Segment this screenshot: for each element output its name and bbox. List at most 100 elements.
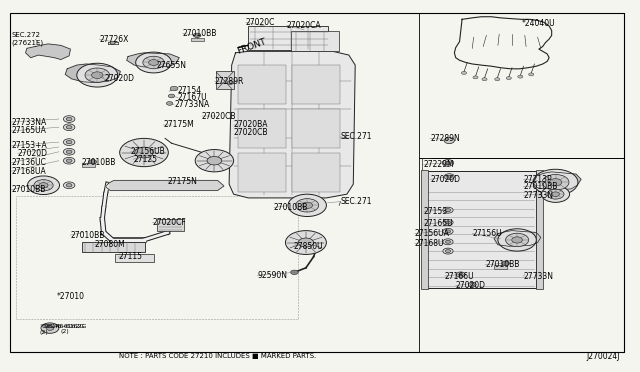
Circle shape: [529, 73, 534, 76]
Text: 27289R: 27289R: [214, 77, 244, 86]
Circle shape: [148, 60, 159, 65]
Polygon shape: [532, 172, 581, 190]
Circle shape: [447, 175, 452, 178]
Circle shape: [442, 160, 454, 166]
Text: 27010BB: 27010BB: [70, 231, 105, 240]
Circle shape: [168, 94, 175, 98]
Circle shape: [443, 228, 453, 234]
Circle shape: [502, 261, 509, 266]
Circle shape: [28, 176, 60, 195]
Circle shape: [136, 52, 172, 73]
Bar: [82, 242, 145, 252]
Text: 27153+A: 27153+A: [12, 141, 47, 150]
Circle shape: [468, 282, 476, 287]
Text: 27010BB: 27010BB: [182, 29, 217, 38]
Circle shape: [506, 77, 511, 80]
Circle shape: [445, 221, 451, 224]
Circle shape: [444, 174, 454, 180]
Circle shape: [473, 76, 478, 79]
Circle shape: [498, 229, 536, 251]
Circle shape: [63, 124, 75, 131]
Text: SEC.271: SEC.271: [340, 132, 372, 141]
Text: 27733N: 27733N: [524, 272, 554, 280]
Circle shape: [445, 250, 451, 253]
Circle shape: [170, 86, 178, 91]
Circle shape: [67, 183, 72, 187]
Circle shape: [120, 138, 168, 167]
Text: SEC.272
(27621E): SEC.272 (27621E): [12, 32, 44, 46]
Circle shape: [63, 139, 75, 145]
Text: *27010: *27010: [56, 292, 84, 301]
Circle shape: [207, 157, 221, 165]
Text: 27166U: 27166U: [445, 272, 474, 280]
Circle shape: [85, 68, 109, 82]
Circle shape: [166, 102, 173, 105]
Text: 27167U: 27167U: [178, 93, 207, 102]
Circle shape: [506, 233, 529, 247]
Text: 27020D: 27020D: [430, 175, 460, 184]
Text: SEC.271: SEC.271: [340, 197, 372, 206]
Bar: [191, 38, 204, 41]
Circle shape: [458, 273, 463, 276]
Circle shape: [63, 182, 75, 189]
Text: 27010BB: 27010BB: [12, 185, 46, 194]
Bar: [424, 171, 536, 288]
Bar: [16, 196, 298, 319]
Text: 27010BB: 27010BB: [82, 158, 116, 167]
Text: 27229M: 27229M: [424, 160, 454, 169]
Circle shape: [135, 147, 153, 158]
Text: 27213P: 27213P: [524, 175, 552, 184]
Circle shape: [443, 239, 453, 245]
Bar: [115, 254, 154, 262]
Text: (2): (2): [61, 329, 70, 334]
Circle shape: [518, 75, 523, 78]
Bar: [421, 170, 428, 289]
Bar: [536, 170, 543, 289]
Text: 27168UA: 27168UA: [12, 167, 46, 176]
Polygon shape: [229, 51, 355, 198]
Text: 27289N: 27289N: [430, 134, 460, 143]
Circle shape: [445, 209, 451, 212]
Circle shape: [533, 169, 578, 195]
Circle shape: [445, 230, 451, 233]
Circle shape: [291, 270, 298, 275]
Circle shape: [39, 183, 48, 188]
Circle shape: [63, 148, 75, 155]
Circle shape: [443, 219, 453, 225]
Text: NOTE : PARTS CODE 27210 INCLUDES ■ MARKED PARTS.: NOTE : PARTS CODE 27210 INCLUDES ■ MARKE…: [119, 353, 316, 359]
Text: 27020D: 27020D: [104, 74, 134, 83]
Text: 27010BB: 27010BB: [485, 260, 520, 269]
Text: 27115: 27115: [118, 252, 143, 261]
Circle shape: [444, 138, 454, 144]
Text: 27020CB: 27020CB: [202, 112, 236, 121]
Polygon shape: [127, 53, 179, 67]
Text: 27175M: 27175M: [163, 120, 194, 129]
Circle shape: [445, 240, 451, 243]
Circle shape: [552, 192, 559, 196]
Circle shape: [89, 160, 97, 164]
Circle shape: [461, 71, 467, 74]
Bar: [292, 109, 340, 148]
Circle shape: [63, 116, 75, 122]
Text: 27733N: 27733N: [524, 191, 554, 200]
Circle shape: [67, 159, 72, 162]
Bar: [248, 26, 328, 50]
Text: 27165UA: 27165UA: [12, 126, 46, 135]
Text: 27020BA: 27020BA: [234, 120, 268, 129]
Text: °08146-6162G
(2): °08146-6162G (2): [40, 324, 85, 335]
Text: J270024J: J270024J: [586, 352, 620, 361]
Bar: [238, 109, 286, 148]
Circle shape: [482, 78, 487, 81]
Circle shape: [41, 323, 59, 333]
Circle shape: [512, 237, 522, 243]
Circle shape: [495, 78, 500, 81]
Text: 27726X: 27726X: [99, 35, 129, 44]
Circle shape: [549, 179, 562, 186]
Circle shape: [67, 150, 72, 153]
Text: 27020D: 27020D: [18, 149, 48, 158]
Circle shape: [227, 81, 234, 84]
Bar: [238, 65, 286, 104]
Circle shape: [46, 326, 54, 330]
Bar: [238, 153, 286, 192]
Circle shape: [443, 207, 453, 213]
